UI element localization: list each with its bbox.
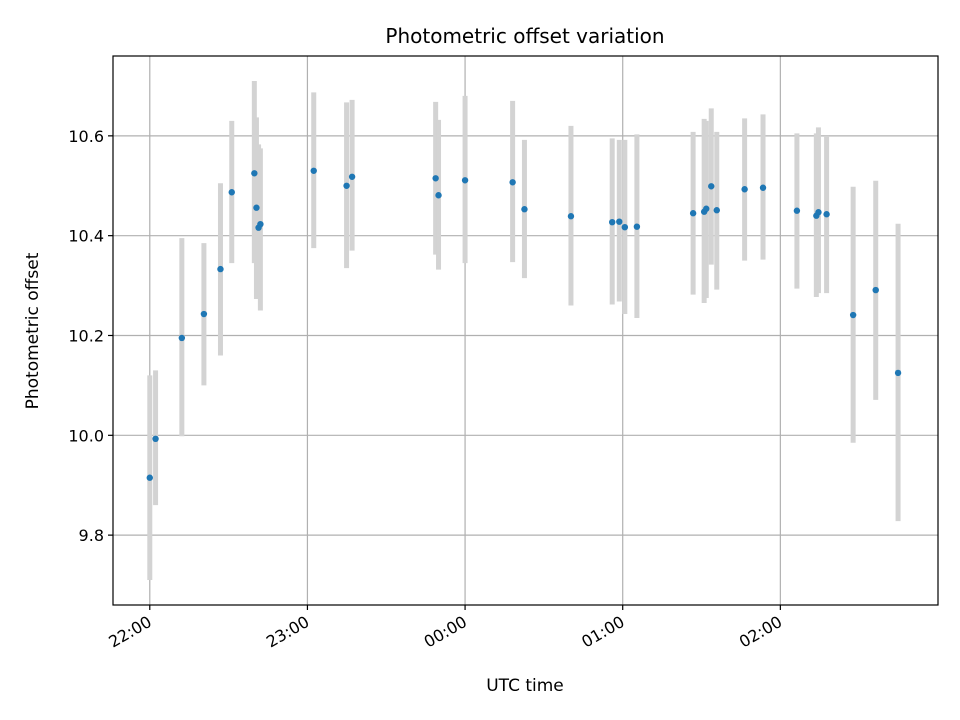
x-axis-title: UTC time <box>486 676 564 696</box>
data-point <box>228 189 235 196</box>
y-tick-label: 10.4 <box>68 227 104 246</box>
data-point <box>257 220 264 228</box>
data-point <box>815 209 822 216</box>
data-point <box>759 184 767 191</box>
data-point <box>432 175 439 182</box>
data-point <box>609 218 616 226</box>
data-point <box>741 186 748 193</box>
data-point <box>343 182 350 189</box>
plot-frame <box>112 55 939 606</box>
y-tick-label: 9.8 <box>79 526 104 545</box>
data-point <box>872 286 879 294</box>
data-point <box>178 334 186 342</box>
data-point <box>689 210 697 217</box>
data-point <box>567 213 575 220</box>
data-points <box>146 167 902 481</box>
y-tick-label: 10.6 <box>68 127 104 146</box>
y-axis-ticks: 9.8 10.0 10.2 10.4 10.6 <box>68 127 113 545</box>
data-point <box>793 207 801 214</box>
data-point <box>509 179 516 186</box>
data-point <box>894 369 902 377</box>
data-point <box>251 170 258 177</box>
data-point <box>708 183 715 190</box>
data-point <box>703 205 710 212</box>
data-point <box>152 435 159 443</box>
data-point <box>616 218 623 225</box>
data-point <box>348 173 356 180</box>
data-point <box>849 311 857 319</box>
data-point <box>253 204 260 211</box>
data-point <box>217 265 224 273</box>
data-point <box>521 206 528 213</box>
data-point <box>633 223 641 230</box>
chart-title: Photometric offset variation <box>385 24 664 48</box>
data-point <box>435 192 442 199</box>
data-point <box>621 223 629 231</box>
y-tick-label: 10.0 <box>68 426 104 445</box>
data-point <box>200 310 208 318</box>
data-point <box>713 207 720 214</box>
y-axis-title: Photometric offset <box>23 252 43 409</box>
data-point <box>823 211 830 218</box>
data-point <box>461 177 469 184</box>
data-point <box>146 474 153 481</box>
data-point <box>310 167 317 174</box>
y-tick-label: 10.2 <box>68 326 104 345</box>
